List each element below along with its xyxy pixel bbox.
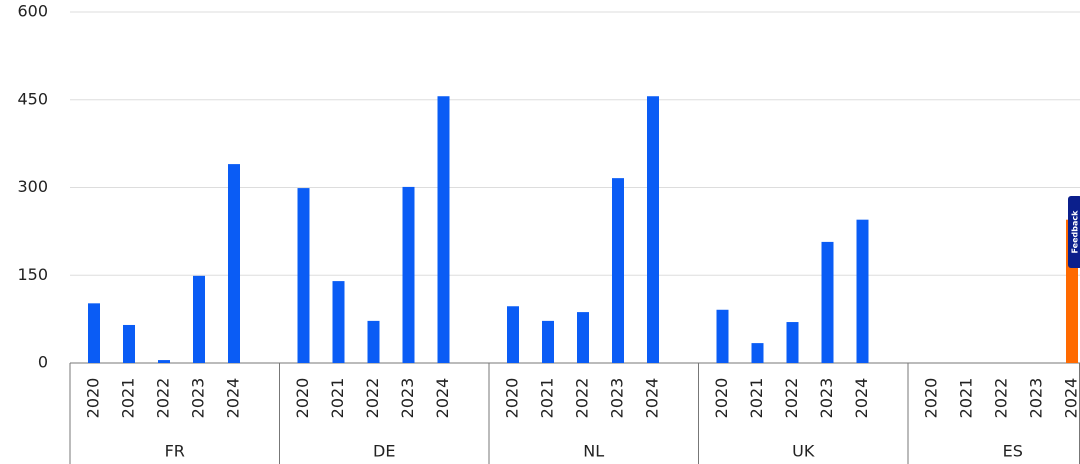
x-tick-label: 2021 xyxy=(119,378,138,419)
x-tick-label: 2022 xyxy=(782,378,801,419)
bar xyxy=(716,309,729,363)
group-label: NL xyxy=(583,442,604,461)
x-tick-label: 2023 xyxy=(608,378,627,419)
bar xyxy=(542,320,554,363)
x-tick-label: 2020 xyxy=(712,378,731,419)
bar xyxy=(193,275,205,363)
bar xyxy=(612,178,624,363)
x-tick-label: 2021 xyxy=(538,378,557,419)
y-tick-label: 150 xyxy=(17,265,48,284)
bar xyxy=(507,306,519,363)
x-tick-label: 2020 xyxy=(84,378,103,419)
y-tick-label: 300 xyxy=(17,177,48,196)
x-tick-label: 2023 xyxy=(817,378,836,419)
x-tick-label: 2021 xyxy=(328,378,347,419)
x-tick-label: 2022 xyxy=(363,378,382,419)
bar xyxy=(856,219,869,363)
group-label: UK xyxy=(792,442,815,461)
feedback-button[interactable]: Feedback xyxy=(1068,196,1080,268)
bar xyxy=(821,241,834,363)
y-tick-label: 450 xyxy=(17,89,48,108)
bar xyxy=(228,164,240,363)
x-tick-label: 2022 xyxy=(573,378,592,419)
x-tick-label: 2023 xyxy=(398,378,417,419)
x-tick-label: 2024 xyxy=(1062,378,1080,419)
bar xyxy=(367,320,380,363)
x-tick-label: 2024 xyxy=(224,378,243,419)
x-tick-label: 2020 xyxy=(503,378,522,419)
group-label: DE xyxy=(373,442,395,461)
feedback-label[interactable]: Feedback xyxy=(1071,210,1080,254)
bar xyxy=(332,281,345,363)
x-tick-label: 2022 xyxy=(992,378,1011,419)
bar xyxy=(786,322,799,363)
y-tick-label: 600 xyxy=(17,2,48,21)
bar xyxy=(123,324,135,363)
x-tick-label: 2023 xyxy=(1027,378,1046,419)
bar xyxy=(437,96,450,364)
x-tick-label: 2020 xyxy=(922,378,941,419)
x-tick-label: 2020 xyxy=(293,378,312,419)
x-tick-label: 2022 xyxy=(154,378,173,419)
bar xyxy=(647,96,659,364)
bar xyxy=(577,312,589,363)
group-label: ES xyxy=(1003,442,1023,461)
bar xyxy=(751,343,764,363)
bar xyxy=(88,303,100,363)
bar xyxy=(297,188,310,363)
y-tick-label: 0 xyxy=(38,353,48,372)
x-tick-label: 2024 xyxy=(643,378,662,419)
bar xyxy=(158,360,170,363)
x-tick-label: 2024 xyxy=(433,378,452,419)
x-tick-label: 2023 xyxy=(189,378,208,419)
feedback-tab[interactable] xyxy=(1068,196,1080,268)
x-tick-label: 2024 xyxy=(852,378,871,419)
bar xyxy=(402,186,415,363)
x-tick-label: 2021 xyxy=(747,378,766,419)
x-tick-label: 2021 xyxy=(957,378,976,419)
group-label: FR xyxy=(165,442,185,461)
